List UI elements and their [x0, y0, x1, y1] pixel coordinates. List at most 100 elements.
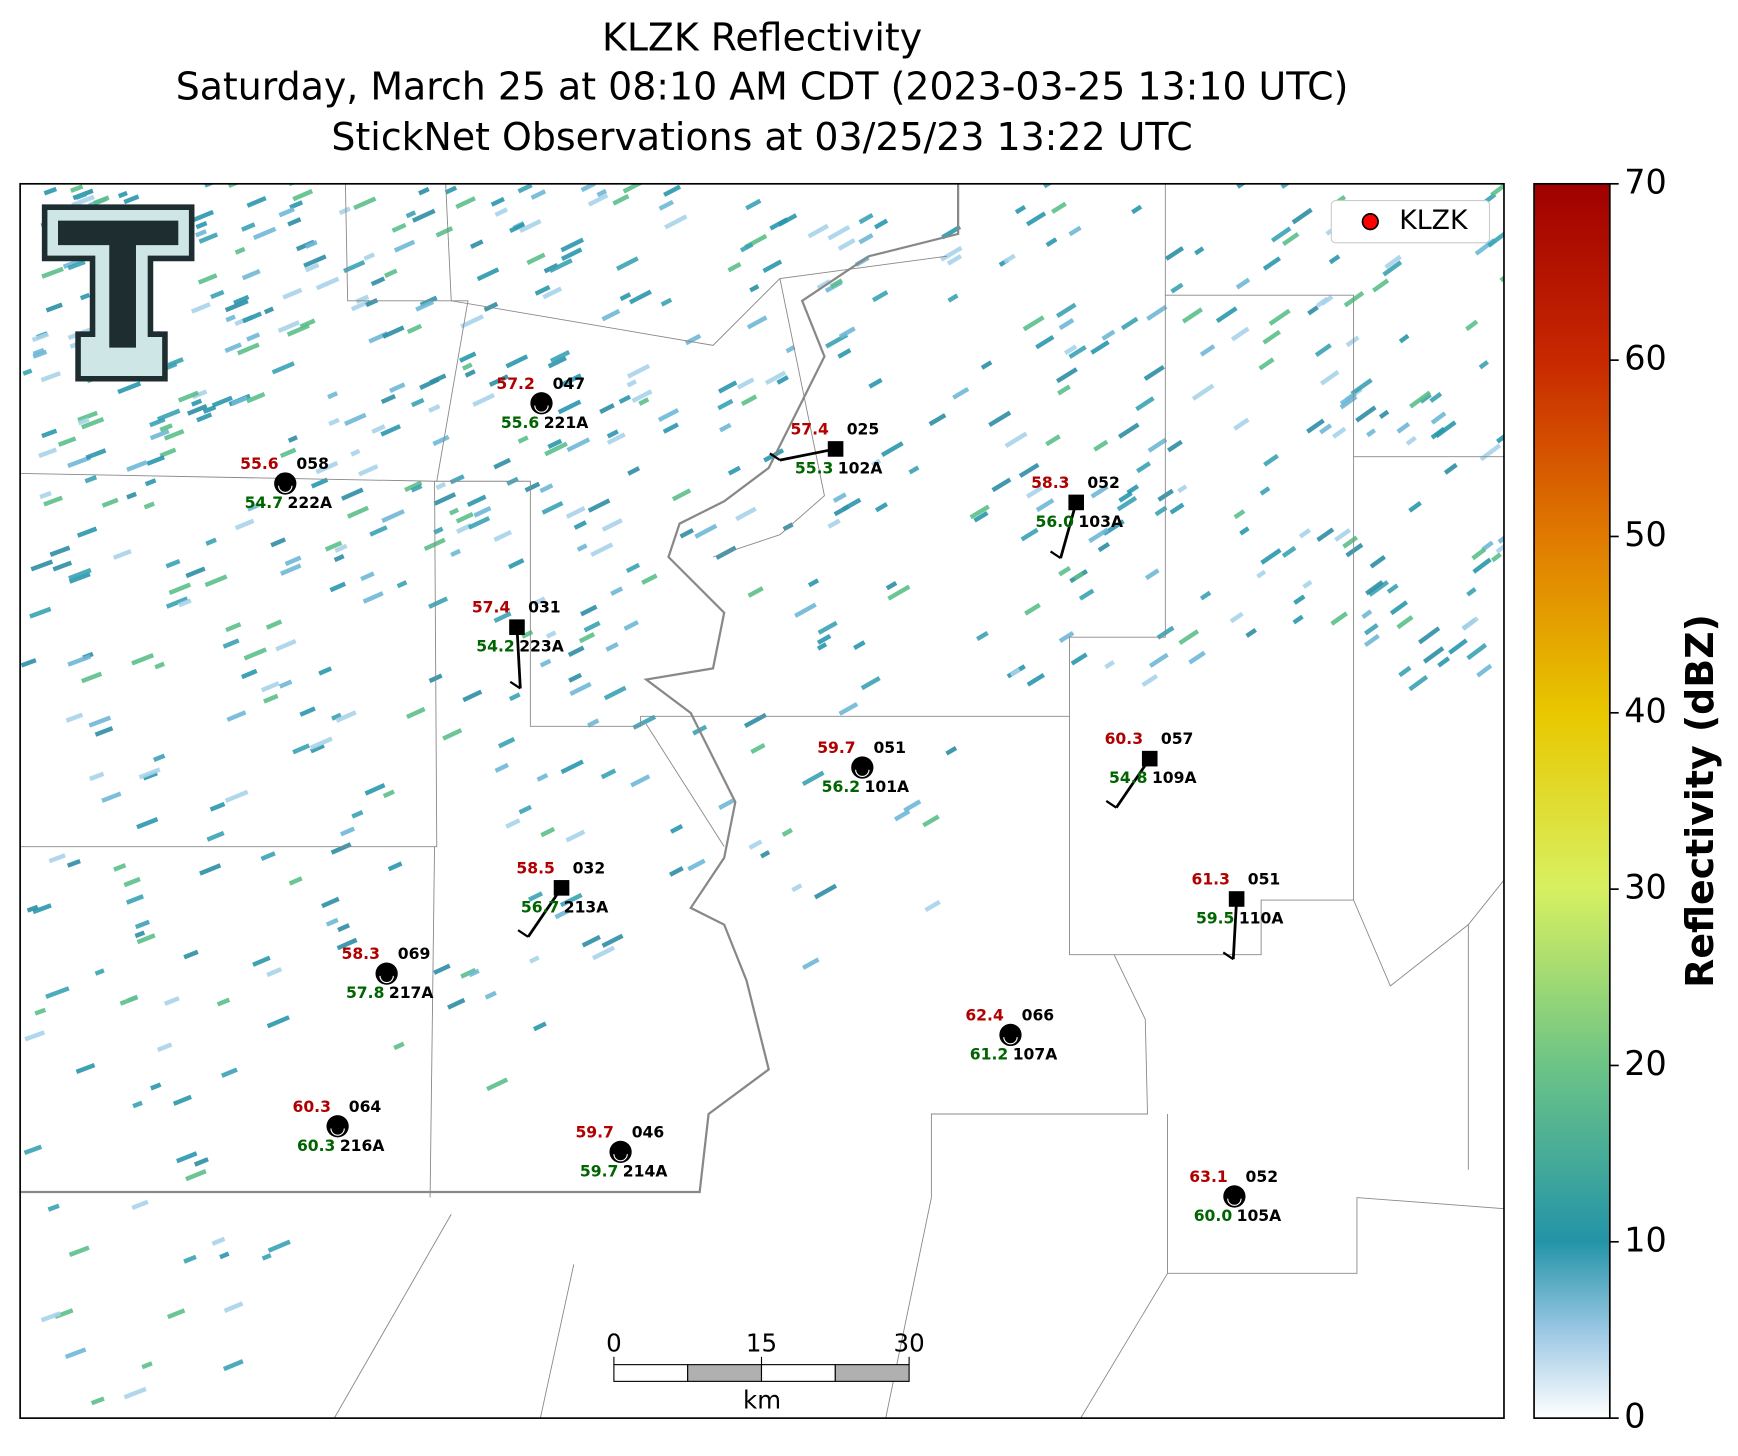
station-marker	[1141, 750, 1158, 767]
station-code: 051	[873, 739, 906, 757]
radar-echo	[271, 361, 295, 375]
radar-echo	[450, 548, 461, 558]
radar-echo	[494, 207, 508, 217]
legend-label: KLZK	[1399, 205, 1469, 236]
radar-echo	[241, 222, 256, 232]
radar-echo	[1499, 275, 1504, 283]
radar-echo	[1298, 528, 1311, 539]
radar-echo	[505, 354, 529, 369]
radar-echo	[578, 632, 596, 644]
radar-echo	[817, 620, 838, 635]
radar-echo	[38, 447, 58, 459]
radar-echo	[717, 380, 738, 394]
radar-echo	[1131, 204, 1143, 215]
dewpoint: 60.0	[1194, 1207, 1233, 1225]
radar-echo	[842, 497, 862, 512]
radar-echo	[1178, 629, 1200, 646]
station-marker	[326, 1115, 349, 1138]
radar-echo	[903, 799, 922, 813]
station-code: 066	[1022, 1006, 1055, 1024]
radar-echo	[52, 560, 73, 572]
temperature: 58.3	[342, 945, 380, 963]
radar-echo	[260, 851, 276, 862]
radar-echo	[1316, 527, 1335, 542]
scale-segment	[760, 1364, 836, 1382]
radar-echo	[560, 237, 585, 253]
station-code: 047	[553, 375, 586, 393]
radar-echo	[156, 408, 181, 422]
radar-echo	[142, 771, 158, 781]
radar-echo	[566, 437, 591, 453]
wind-barb	[769, 452, 781, 462]
radar-echo	[331, 712, 342, 721]
radar-echo	[419, 295, 438, 307]
station-id: 221A	[544, 414, 589, 432]
stations: 57.2 047 55.6 221A 55.6 058 54.7 222A 57.4 025 55.…	[240, 375, 1283, 1225]
radar-echo	[134, 919, 150, 930]
radar-echo	[159, 447, 177, 458]
radar-echo	[587, 193, 609, 207]
dewpoint: 57.8	[346, 984, 384, 1002]
radar-echo	[880, 441, 904, 457]
radar-echo	[1003, 253, 1016, 264]
radar-echo	[1461, 616, 1479, 631]
radar-echo	[70, 184, 84, 193]
radar-echo	[1233, 417, 1250, 431]
radar-echo	[1025, 211, 1047, 227]
radar-echo	[629, 289, 652, 305]
station-id: 213A	[564, 898, 609, 916]
radar-echo	[1262, 329, 1281, 345]
radar-echo	[1398, 665, 1412, 678]
radar-echo	[669, 866, 684, 877]
radar-echo	[265, 619, 283, 630]
radar-echo	[618, 394, 632, 404]
radar-echo	[304, 262, 320, 273]
radar-echo	[893, 809, 911, 822]
radar-echo	[241, 269, 261, 281]
radar-echo	[246, 502, 261, 512]
scale-tick-label: 15	[746, 1329, 777, 1358]
radar-echo	[622, 183, 644, 194]
radar-echo	[117, 190, 128, 199]
radar-echo	[619, 292, 632, 302]
dewpoint: 61.2	[970, 1045, 1008, 1063]
radar-echo	[1405, 435, 1417, 446]
radar-echo	[1194, 246, 1205, 256]
radar-echo	[141, 1361, 153, 1370]
radar-echo	[41, 428, 58, 439]
radar-echo	[442, 728, 463, 741]
radar-echo	[871, 290, 889, 303]
radar-echo	[493, 457, 511, 470]
station-id: 101A	[865, 778, 910, 796]
station-code: 052	[1246, 1168, 1279, 1186]
radar-echo	[350, 448, 361, 457]
radar-echo	[616, 256, 639, 271]
radar-echo	[138, 767, 161, 780]
radar-echo	[387, 861, 403, 872]
radar-echo	[224, 299, 249, 313]
radar-echo	[540, 826, 556, 838]
radar-echo	[163, 428, 185, 441]
radar-echo	[47, 1203, 60, 1212]
radar-echo	[988, 410, 1012, 428]
radar-echo	[455, 511, 474, 524]
radar-echo	[252, 226, 277, 240]
colorbar-tick-label: 50	[1624, 515, 1667, 554]
radar-echo	[67, 259, 86, 271]
radar-echo	[576, 543, 588, 552]
radar-echo	[433, 963, 451, 975]
temperature: 59.7	[817, 739, 855, 757]
radar-echo	[991, 477, 1012, 493]
radar-echo	[727, 262, 742, 273]
radar-echo	[1342, 535, 1359, 549]
radar-echo	[32, 347, 45, 356]
radar-echo	[1437, 656, 1451, 668]
radar-echo	[396, 580, 408, 589]
station-marker	[1227, 1198, 1242, 1206]
radar-echo	[75, 1062, 96, 1074]
radar-echo	[662, 422, 679, 434]
radar-echo	[536, 773, 549, 782]
radar-echo	[517, 435, 529, 444]
radar-echo	[329, 581, 347, 593]
radar-echo	[1408, 675, 1429, 692]
